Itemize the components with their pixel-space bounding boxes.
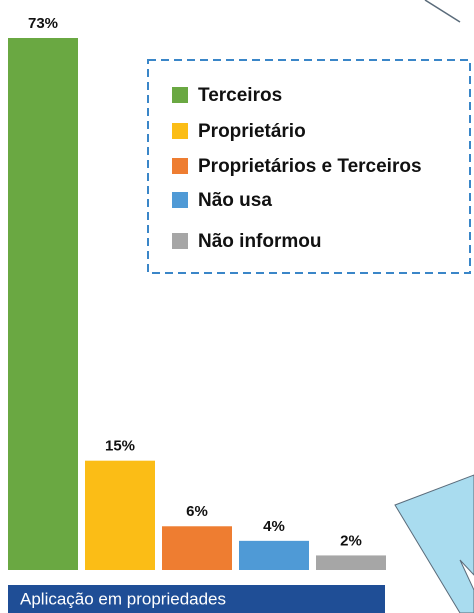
legend-label: Terceiros xyxy=(198,85,282,106)
value-label: 4% xyxy=(263,518,285,535)
bar xyxy=(8,38,78,570)
bar xyxy=(85,460,155,570)
value-label: 15% xyxy=(105,438,135,455)
legend-label: Proprietários e Terceiros xyxy=(198,156,422,177)
legend-label: Proprietário xyxy=(198,121,306,142)
value-label: 73% xyxy=(28,15,58,32)
value-label: 2% xyxy=(340,532,362,549)
decor-line xyxy=(424,0,461,23)
legend-swatch xyxy=(172,192,188,208)
value-label: 6% xyxy=(186,503,208,520)
legend-swatch xyxy=(172,233,188,249)
bar xyxy=(239,540,309,570)
legend-label: Não informou xyxy=(198,231,322,252)
legend-swatch xyxy=(172,158,188,174)
x-label-band xyxy=(8,585,385,613)
legend-box xyxy=(147,59,471,274)
legend-swatch xyxy=(172,87,188,103)
bar xyxy=(162,526,232,570)
x-axis-label: Aplicação em propriedades xyxy=(20,589,226,608)
legend-label: Não usa xyxy=(198,190,272,211)
bar xyxy=(316,555,386,570)
decor-bubble xyxy=(394,474,474,613)
legend-swatch xyxy=(172,123,188,139)
